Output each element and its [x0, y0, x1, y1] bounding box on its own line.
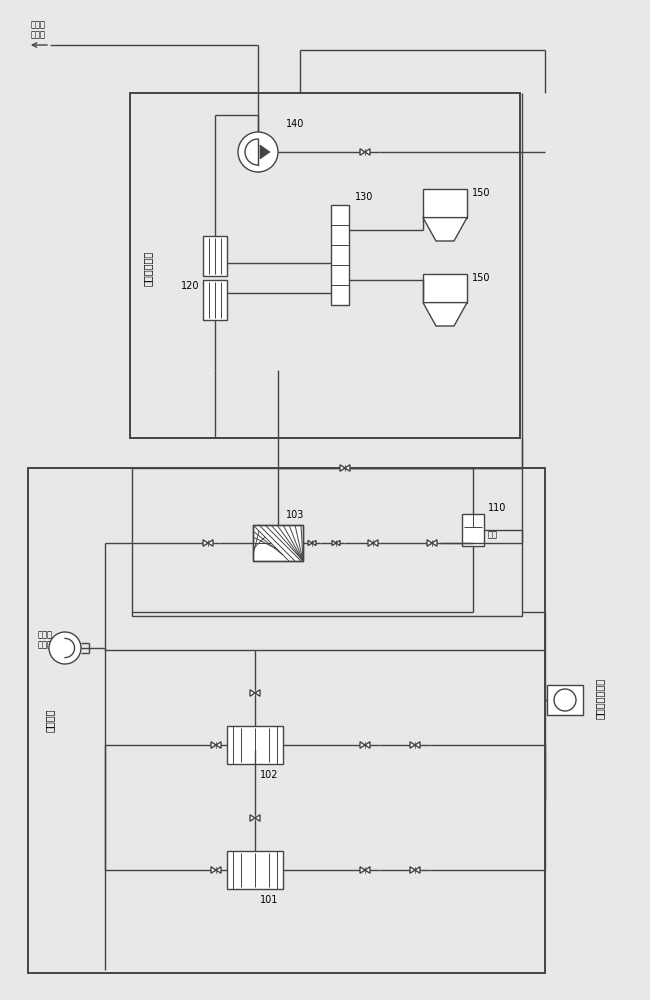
Bar — [130, 93, 520, 438]
Polygon shape — [250, 690, 255, 696]
Text: 有机氯化物废气: 有机氯化物废气 — [595, 677, 605, 719]
Polygon shape — [312, 540, 316, 546]
Circle shape — [554, 689, 576, 711]
Polygon shape — [203, 540, 208, 546]
Polygon shape — [260, 145, 270, 159]
Polygon shape — [255, 690, 260, 696]
Polygon shape — [211, 742, 216, 748]
Bar — [253, 525, 303, 561]
Polygon shape — [368, 540, 373, 546]
Bar — [227, 726, 283, 764]
Text: 膜隔: 膜隔 — [488, 530, 498, 540]
Polygon shape — [208, 540, 213, 546]
Bar — [331, 205, 349, 305]
Bar — [28, 468, 545, 973]
Polygon shape — [427, 540, 432, 546]
Text: 150: 150 — [472, 188, 491, 198]
Text: 吸附系统: 吸附系统 — [45, 708, 55, 732]
Bar — [423, 189, 467, 218]
Bar — [203, 236, 227, 276]
Bar — [253, 525, 303, 561]
Bar — [462, 514, 484, 546]
Polygon shape — [432, 540, 437, 546]
Polygon shape — [423, 218, 467, 241]
Polygon shape — [415, 742, 420, 748]
Polygon shape — [345, 465, 350, 471]
Polygon shape — [373, 540, 378, 546]
Polygon shape — [365, 867, 370, 873]
Text: 101: 101 — [260, 895, 278, 905]
Polygon shape — [332, 540, 336, 546]
Bar — [547, 685, 583, 715]
Polygon shape — [250, 815, 255, 821]
Polygon shape — [336, 540, 340, 546]
Polygon shape — [216, 742, 221, 748]
Text: 120: 120 — [181, 281, 199, 291]
Circle shape — [238, 132, 278, 172]
Polygon shape — [211, 867, 216, 873]
Polygon shape — [216, 867, 221, 873]
Bar — [423, 274, 467, 303]
Polygon shape — [410, 867, 415, 873]
Polygon shape — [360, 867, 365, 873]
Polygon shape — [340, 465, 345, 471]
Polygon shape — [308, 540, 312, 546]
Text: 140: 140 — [286, 119, 304, 129]
Bar — [203, 280, 227, 320]
Bar — [132, 468, 522, 616]
Text: 真空冷凝系统: 真空冷凝系统 — [143, 250, 153, 286]
Text: 150: 150 — [472, 273, 491, 283]
Circle shape — [49, 632, 81, 664]
Polygon shape — [410, 742, 415, 748]
Text: 130: 130 — [355, 192, 373, 202]
Polygon shape — [365, 149, 370, 155]
Text: 110: 110 — [488, 503, 506, 513]
Polygon shape — [255, 815, 260, 821]
Polygon shape — [415, 867, 420, 873]
Polygon shape — [423, 303, 467, 326]
Polygon shape — [360, 742, 365, 748]
Text: 达标气
体排放: 达标气 体排放 — [38, 630, 53, 650]
Polygon shape — [365, 742, 370, 748]
Text: 103: 103 — [286, 510, 304, 520]
Text: 102: 102 — [260, 770, 278, 780]
Bar — [227, 851, 283, 889]
Text: 达标气
体排放: 达标气 体排放 — [31, 20, 46, 40]
Polygon shape — [360, 149, 365, 155]
